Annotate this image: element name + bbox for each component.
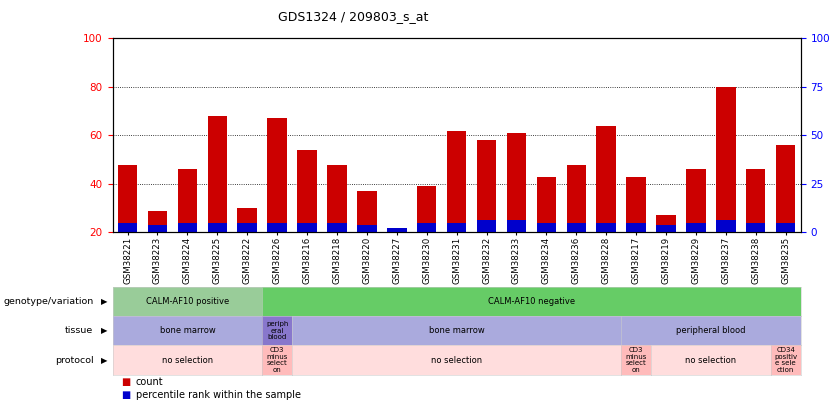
Text: ■: ■ <box>121 390 130 400</box>
Text: ▶: ▶ <box>101 356 108 364</box>
Text: bone marrow: bone marrow <box>159 326 215 335</box>
Text: CD3
minus
select
on: CD3 minus select on <box>626 347 647 373</box>
Bar <box>536 177 556 232</box>
Bar <box>686 223 706 232</box>
Bar <box>477 140 496 232</box>
Bar <box>357 191 377 232</box>
Bar <box>507 220 526 232</box>
Bar <box>327 164 347 232</box>
Bar <box>746 169 766 232</box>
Bar <box>776 223 796 232</box>
Bar <box>566 164 586 232</box>
Text: ▶: ▶ <box>101 326 108 335</box>
Bar <box>716 87 736 232</box>
Text: ■: ■ <box>121 377 130 387</box>
Bar <box>387 228 406 232</box>
Text: no selection: no selection <box>431 356 482 364</box>
Text: count: count <box>136 377 163 387</box>
Bar <box>118 164 138 232</box>
Text: ▶: ▶ <box>101 297 108 306</box>
Text: percentile rank within the sample: percentile rank within the sample <box>136 390 301 400</box>
Bar <box>596 223 616 232</box>
Bar <box>626 177 646 232</box>
Bar <box>507 133 526 232</box>
Bar <box>327 223 347 232</box>
Bar <box>656 215 676 232</box>
Bar <box>238 208 257 232</box>
Bar <box>776 145 796 232</box>
Bar <box>536 223 556 232</box>
Bar <box>417 223 436 232</box>
Bar <box>686 169 706 232</box>
Bar <box>208 223 227 232</box>
Bar <box>596 126 616 232</box>
Text: CALM-AF10 positive: CALM-AF10 positive <box>146 297 229 306</box>
Bar <box>178 169 197 232</box>
Bar <box>268 119 287 232</box>
Text: periph
eral
blood: periph eral blood <box>266 322 289 340</box>
Bar <box>268 223 287 232</box>
Text: GDS1324 / 209803_s_at: GDS1324 / 209803_s_at <box>279 10 429 23</box>
Text: CD3
minus
select
on: CD3 minus select on <box>266 347 288 373</box>
Text: bone marrow: bone marrow <box>429 326 485 335</box>
Bar <box>447 223 466 232</box>
Text: tissue: tissue <box>65 326 93 335</box>
Text: peripheral blood: peripheral blood <box>676 326 746 335</box>
Bar <box>656 225 676 232</box>
Text: no selection: no selection <box>686 356 736 364</box>
Bar <box>238 223 257 232</box>
Bar <box>297 150 317 232</box>
Text: protocol: protocol <box>55 356 93 364</box>
Bar <box>208 116 227 232</box>
Bar <box>297 223 317 232</box>
Text: CD34
positiv
e sele
ction: CD34 positiv e sele ction <box>774 347 797 373</box>
Bar <box>626 223 646 232</box>
Bar <box>716 220 736 232</box>
Bar <box>566 223 586 232</box>
Bar <box>148 211 167 232</box>
Bar <box>477 220 496 232</box>
Bar <box>746 223 766 232</box>
Text: CALM-AF10 negative: CALM-AF10 negative <box>488 297 575 306</box>
Bar <box>118 223 138 232</box>
Bar <box>357 225 377 232</box>
Text: genotype/variation: genotype/variation <box>3 297 93 306</box>
Bar <box>447 131 466 232</box>
Bar <box>178 223 197 232</box>
Bar <box>417 186 436 232</box>
Text: no selection: no selection <box>162 356 213 364</box>
Bar <box>148 225 167 232</box>
Bar <box>387 230 406 232</box>
